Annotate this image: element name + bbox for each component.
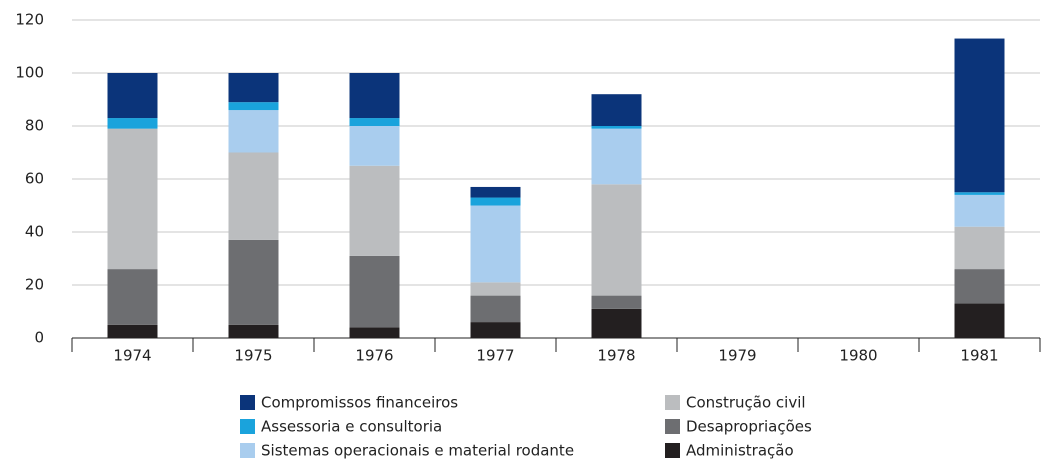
legend-label: Sistemas operacionais e material rodante bbox=[261, 442, 574, 460]
x-tick-label: 1980 bbox=[839, 347, 877, 365]
x-tick-label: 1975 bbox=[234, 347, 272, 365]
bar-segment bbox=[470, 282, 521, 296]
x-tick-label: 1981 bbox=[960, 347, 998, 365]
bar-segment bbox=[107, 324, 158, 338]
bar-segment bbox=[954, 226, 1005, 270]
bar-segment bbox=[349, 73, 400, 119]
x-tick-label: 1978 bbox=[597, 347, 635, 365]
bar-segment bbox=[349, 126, 400, 166]
bar-segment bbox=[349, 327, 400, 338]
bar-segment bbox=[228, 73, 279, 103]
x-tick-label: 1976 bbox=[355, 347, 393, 365]
legend-label: Administração bbox=[686, 442, 794, 460]
bar-segment bbox=[107, 73, 158, 119]
legend-swatch bbox=[240, 395, 255, 410]
y-tick-label: 120 bbox=[15, 11, 44, 29]
legend-swatch bbox=[240, 419, 255, 434]
bar-segment bbox=[107, 128, 158, 270]
x-tick-label: 1979 bbox=[718, 347, 756, 365]
bar-segment bbox=[349, 165, 400, 256]
legend-label: Desapropriações bbox=[686, 418, 812, 436]
bar-segment bbox=[349, 255, 400, 328]
bar-segment bbox=[591, 128, 642, 185]
legend-swatch bbox=[240, 443, 255, 458]
bar-segment bbox=[954, 194, 1005, 227]
bar-segment bbox=[470, 295, 521, 323]
bar-segment bbox=[107, 269, 158, 325]
y-tick-label: 100 bbox=[15, 64, 44, 82]
y-tick-label: 80 bbox=[25, 117, 44, 135]
bar-segment bbox=[954, 38, 1005, 193]
legend-swatch bbox=[665, 395, 680, 410]
bar-segment bbox=[954, 269, 1005, 304]
bar-segment bbox=[228, 152, 279, 240]
bar-segment bbox=[591, 94, 642, 126]
bar-segment bbox=[470, 197, 521, 206]
legend-label: Assessoria e consultoria bbox=[261, 418, 442, 436]
bar-segment bbox=[470, 322, 521, 338]
bar-segment bbox=[591, 126, 642, 129]
bar-segment bbox=[591, 184, 642, 296]
y-tick-label: 0 bbox=[34, 329, 44, 347]
bar-segment bbox=[470, 205, 521, 283]
bar-segment bbox=[954, 192, 1005, 195]
bar-segment bbox=[349, 118, 400, 126]
legend-swatch bbox=[665, 419, 680, 434]
x-tick-label: 1977 bbox=[476, 347, 514, 365]
bar-segment bbox=[954, 303, 1005, 338]
bar-segment bbox=[228, 324, 279, 338]
bar-segment bbox=[591, 295, 642, 309]
legend-label: Compromissos financeiros bbox=[261, 394, 458, 412]
bar-segment bbox=[228, 110, 279, 153]
legend-swatch bbox=[665, 443, 680, 458]
x-tick-label: 1974 bbox=[113, 347, 151, 365]
bar-segment bbox=[470, 186, 521, 198]
legend-label: Construção civil bbox=[686, 394, 806, 412]
bar-segment bbox=[228, 102, 279, 111]
y-tick-label: 20 bbox=[25, 276, 44, 294]
bar-segment bbox=[591, 308, 642, 338]
y-tick-label: 60 bbox=[25, 170, 44, 188]
y-tick-label: 40 bbox=[25, 223, 44, 241]
bar-segment bbox=[228, 239, 279, 325]
bar-segment bbox=[107, 118, 158, 129]
